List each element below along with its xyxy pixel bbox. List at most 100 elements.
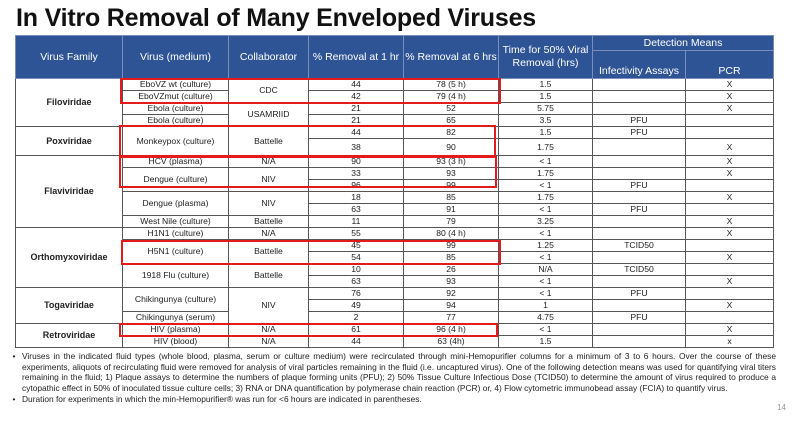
removal-1hr-cell: 33 xyxy=(308,167,404,180)
table-row: Orthomyxoviridae H1N1 (culture) N/A 55 80 (4… xyxy=(15,227,775,288)
virus-medium-cell: Dengue (culture) xyxy=(122,167,229,192)
collaborator-cell: NIV xyxy=(228,167,309,192)
infectivity-assay-cell: PFU xyxy=(592,114,686,127)
pcr-cell: X xyxy=(684,138,775,156)
footnotes: • Viruses in the indicated fluid types (w… xyxy=(6,351,776,406)
table-row: EboVZmut (culture) 42 79 (4 h) 1.5 X xyxy=(16,90,775,103)
time-50-cell: < 1 xyxy=(498,287,593,300)
header-pcr: PCR xyxy=(684,50,775,79)
removal-1hr-cell: 44 xyxy=(308,335,404,348)
pcr-cell: X xyxy=(684,155,775,168)
pcr-cell xyxy=(684,203,775,216)
pcr-cell xyxy=(684,239,775,252)
header-virus-medium: Virus (medium) xyxy=(122,35,229,79)
pcr-cell: X xyxy=(684,102,775,115)
footnote-text: Viruses in the indicated fluid types (wh… xyxy=(22,351,776,393)
time-50-cell: < 1 xyxy=(498,275,593,288)
table-row: 63 93 < 1 X xyxy=(16,275,775,288)
time-50-cell: 3.25 xyxy=(498,215,593,228)
removal-6hr-cell: 93 xyxy=(403,275,499,288)
virus-medium-cell: Dengue (plasma) xyxy=(122,191,229,216)
table-row: HIV (blood) N/A 44 63 (4h) 1.5 x xyxy=(16,335,775,348)
bullet-icon: • xyxy=(12,394,16,404)
removal-6hr-cell: 77 xyxy=(403,311,499,324)
removal-1hr-cell: 96 xyxy=(308,179,404,192)
table-row: Poxviridae Monkeypox (culture) Battelle 44 8… xyxy=(15,126,775,156)
collaborator-cell: Battelle xyxy=(228,126,309,156)
removal-1hr-cell: 76 xyxy=(308,287,404,300)
removal-1hr-cell: 44 xyxy=(308,126,404,139)
collaborator-cell: Battelle xyxy=(228,215,309,228)
collaborator-cell: N/A xyxy=(228,227,309,240)
virus-family-cell: Poxviridae xyxy=(15,126,123,156)
removal-6hr-cell: 82 xyxy=(403,126,499,139)
table-row: 1918 Flu (culture) Battelle 10 26 N/A TCID50 xyxy=(16,263,775,288)
time-50-cell: 1.75 xyxy=(498,138,593,156)
table-row: West Nile (culture) Battelle 11 79 3.25 X xyxy=(16,215,775,228)
removal-6hr-cell: 78 (5 h) xyxy=(403,78,499,91)
infectivity-assay-cell: TCID50 xyxy=(592,263,686,276)
removal-6hr-cell: 91 xyxy=(403,203,499,216)
time-50-cell: 1.25 xyxy=(498,239,593,252)
table-row: Flaviviridae HCV (plasma) N/A 90 93 (3 h) < 1… xyxy=(15,155,775,228)
table-row: 49 94 1 X xyxy=(16,299,775,312)
removal-1hr-cell: 42 xyxy=(308,90,404,103)
infectivity-assay-cell xyxy=(592,138,686,156)
removal-1hr-cell: 54 xyxy=(308,251,404,264)
virus-medium-cell: 1918 Flu (culture) xyxy=(122,263,229,288)
removal-1hr-cell: 61 xyxy=(308,323,404,336)
header-collaborator: Collaborator xyxy=(228,35,309,79)
time-50-cell: 5.75 xyxy=(498,102,593,115)
pcr-cell xyxy=(684,287,775,300)
collaborator-cell: Battelle xyxy=(228,263,309,288)
infectivity-assay-cell xyxy=(592,167,686,180)
infectivity-assay-cell xyxy=(592,335,686,348)
removal-1hr-cell: 63 xyxy=(308,203,404,216)
removal-6hr-cell: 90 xyxy=(403,138,499,156)
header-virus-family: Virus Family xyxy=(15,35,123,79)
footnote-2: • Duration for experiments in which the m… xyxy=(6,394,776,405)
time-50-cell: < 1 xyxy=(498,227,593,240)
pcr-cell: X xyxy=(684,215,775,228)
removal-6hr-cell: 26 xyxy=(403,263,499,276)
collaborator-cell: N/A xyxy=(228,323,309,336)
virus-family-cell: Orthomyxoviridae xyxy=(15,227,123,288)
collaborator-cell: N/A xyxy=(228,155,309,168)
time-50-cell: 1.75 xyxy=(498,191,593,204)
removal-6hr-cell: 52 xyxy=(403,102,499,115)
removal-6hr-cell: 79 (4 h) xyxy=(403,90,499,103)
removal-1hr-cell: 10 xyxy=(308,263,404,276)
infectivity-assay-cell xyxy=(592,78,686,91)
virus-medium-cell: HIV (plasma) xyxy=(122,323,229,336)
time-50-cell: N/A xyxy=(498,263,593,276)
infectivity-assay-cell xyxy=(592,323,686,336)
infectivity-assay-cell: PFU xyxy=(592,203,686,216)
infectivity-assay-cell: PFU xyxy=(592,287,686,300)
removal-6hr-cell: 93 (3 h) xyxy=(403,155,499,168)
removal-6hr-cell: 96 (4 h) xyxy=(403,323,499,336)
virus-family-cell: Flaviviridae xyxy=(15,155,123,228)
collaborator-cell: NIV xyxy=(228,191,309,216)
virus-medium-cell: Monkeypox (culture) xyxy=(122,126,229,156)
header-removal-1hr: % Removal at 1 hr xyxy=(308,35,404,79)
removal-6hr-cell: 63 (4h) xyxy=(403,335,499,348)
removal-1hr-cell: 49 xyxy=(308,299,404,312)
virus-medium-cell: Ebola (culture) xyxy=(122,102,229,115)
time-50-cell: < 1 xyxy=(498,251,593,264)
removal-1hr-cell: 21 xyxy=(308,102,404,115)
infectivity-assay-cell xyxy=(592,90,686,103)
removal-1hr-cell: 45 xyxy=(308,239,404,252)
pcr-cell: X xyxy=(684,191,775,204)
table-row: Ebola (culture) USAMRIID 21 52 5.75 X xyxy=(16,102,775,127)
virus-medium-cell: EboVZmut (culture) xyxy=(122,90,229,103)
collaborator-cell: Battelle xyxy=(228,239,309,264)
time-50-cell: 1.5 xyxy=(498,335,593,348)
collaborator-cell: N/A xyxy=(228,335,309,348)
collaborator-cell: NIV xyxy=(228,287,309,324)
table-row: Dengue (culture) NIV 33 93 1.75 X xyxy=(16,167,775,192)
time-50-cell: < 1 xyxy=(498,155,593,168)
infectivity-assay-cell: PFU xyxy=(592,126,686,139)
removal-1hr-cell: 18 xyxy=(308,191,404,204)
time-50-cell: 1.5 xyxy=(498,90,593,103)
time-50-cell: 1.75 xyxy=(498,167,593,180)
